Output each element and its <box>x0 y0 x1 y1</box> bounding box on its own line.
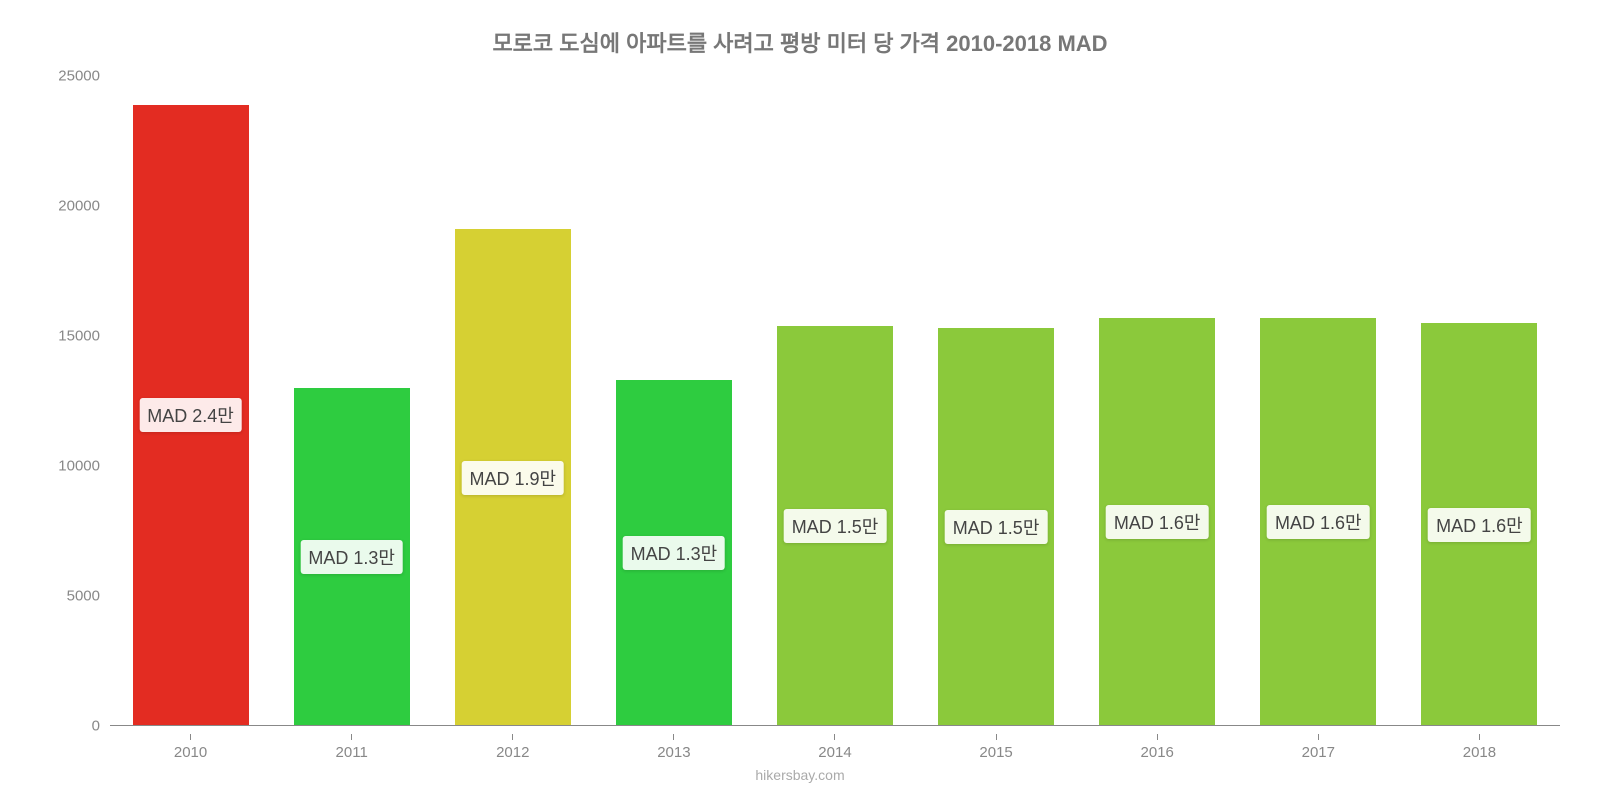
x-tick-wrap: 2011 <box>271 734 432 761</box>
x-tick-wrap: 2012 <box>432 734 593 761</box>
bar: MAD 2.4만 <box>133 105 249 726</box>
x-tick-mark <box>1157 734 1158 740</box>
bar-value-label: MAD 2.4만 <box>139 398 242 432</box>
bar: MAD 1.3만 <box>616 380 732 726</box>
bar-slot: MAD 1.6만 <box>1399 76 1560 726</box>
bar-value-label: MAD 1.5만 <box>945 510 1048 544</box>
x-axis: 2010 2011 2012 2013 2014 2015 2016 2017 2018 <box>110 734 1560 761</box>
bar: MAD 1.5만 <box>938 328 1054 726</box>
x-tick: 2018 <box>1463 744 1496 761</box>
x-tick: 2013 <box>657 744 690 761</box>
x-tick-mark <box>1479 734 1480 740</box>
bar-slot: MAD 1.5만 <box>916 76 1077 726</box>
x-tick-mark <box>190 734 191 740</box>
bar-value-label: MAD 1.6만 <box>1106 505 1209 539</box>
x-tick-mark <box>512 734 513 740</box>
plot-area: 0500010000150002000025000 MAD 2.4만MAD 1.… <box>40 76 1560 726</box>
bar: MAD 1.6만 <box>1421 323 1537 726</box>
bar-value-label: MAD 1.6만 <box>1267 505 1370 539</box>
x-tick: 2014 <box>818 744 851 761</box>
x-tick: 2010 <box>174 744 207 761</box>
x-tick-wrap: 2018 <box>1399 734 1560 761</box>
y-axis: 0500010000150002000025000 <box>40 76 110 726</box>
bar-slot: MAD 1.9만 <box>432 76 593 726</box>
bar: MAD 1.6만 <box>1099 318 1215 726</box>
y-tick: 10000 <box>40 458 100 475</box>
bar: MAD 1.3만 <box>294 388 410 726</box>
x-tick: 2016 <box>1141 744 1174 761</box>
bar-value-label: MAD 1.3만 <box>300 540 403 574</box>
x-tick-mark <box>351 734 352 740</box>
bar: MAD 1.9만 <box>455 229 571 726</box>
chart-title: 모로코 도심에 아파트를 사려고 평방 미터 당 가격 2010-2018 MA… <box>40 26 1560 58</box>
bar-value-label: MAD 1.9만 <box>461 461 564 495</box>
x-tick-mark <box>673 734 674 740</box>
bar-slot: MAD 1.3만 <box>271 76 432 726</box>
bar-value-label: MAD 1.3만 <box>623 536 726 570</box>
bar-slot: MAD 2.4만 <box>110 76 271 726</box>
x-tick: 2011 <box>336 744 368 761</box>
x-tick: 2012 <box>496 744 529 761</box>
y-tick: 25000 <box>40 68 100 85</box>
bar-value-label: MAD 1.6만 <box>1428 508 1531 542</box>
x-tick-wrap: 2014 <box>754 734 915 761</box>
x-axis-baseline <box>110 725 1560 726</box>
bars-group: MAD 2.4만 MAD 1.3만 MAD 1.9만 MAD 1.3만 MAD 1.5만… <box>110 76 1560 726</box>
y-tick: 20000 <box>40 198 100 215</box>
x-tick-wrap: 2016 <box>1077 734 1238 761</box>
bar: MAD 1.5만 <box>777 326 893 726</box>
x-tick-mark <box>834 734 835 740</box>
y-tick: 0 <box>40 718 100 735</box>
bar-slot: MAD 1.3만 <box>593 76 754 726</box>
chart-grid: MAD 2.4만 MAD 1.3만 MAD 1.9만 MAD 1.3만 MAD 1.5만… <box>110 76 1560 726</box>
x-tick-wrap: 2015 <box>916 734 1077 761</box>
bar-slot: MAD 1.5만 <box>754 76 915 726</box>
bar-slot: MAD 1.6만 <box>1077 76 1238 726</box>
x-tick-wrap: 2017 <box>1238 734 1399 761</box>
x-tick-wrap: 2013 <box>593 734 754 761</box>
x-tick: 2017 <box>1302 744 1335 761</box>
bar-value-label: MAD 1.5만 <box>784 509 887 543</box>
x-tick-mark <box>1318 734 1319 740</box>
x-tick-wrap: 2010 <box>110 734 271 761</box>
x-tick-mark <box>996 734 997 740</box>
bar: MAD 1.6만 <box>1260 318 1376 726</box>
chart-container: 모로코 도심에 아파트를 사려고 평방 미터 당 가격 2010-2018 MA… <box>0 0 1600 800</box>
bar-slot: MAD 1.6만 <box>1238 76 1399 726</box>
y-tick: 5000 <box>40 588 100 605</box>
x-tick: 2015 <box>979 744 1012 761</box>
source-label: hikersbay.com <box>40 767 1560 783</box>
y-tick: 15000 <box>40 328 100 345</box>
